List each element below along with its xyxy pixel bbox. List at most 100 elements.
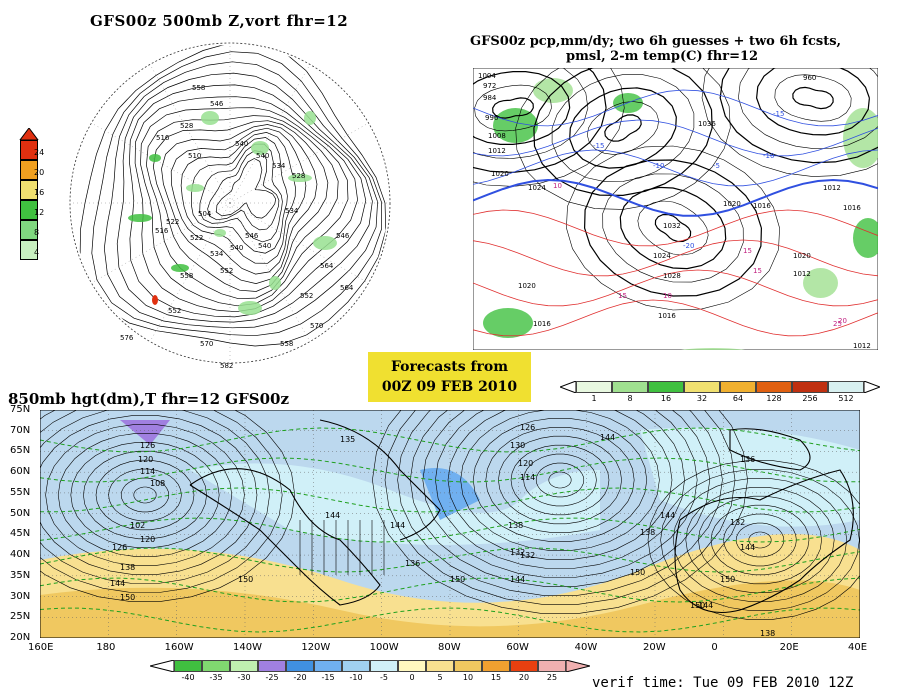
- height-contour: [133, 486, 157, 504]
- coastline: [189, 468, 381, 606]
- forecast-box: Forecasts from 00Z 09 FEB 2010: [368, 352, 531, 402]
- contour-label: 150: [720, 575, 735, 584]
- contour-label: 1024: [653, 252, 671, 260]
- height-contour: [120, 477, 170, 513]
- temperature-line: [473, 149, 878, 187]
- temp-colorbar-label: 10: [462, 673, 474, 682]
- height-contour: [57, 433, 233, 557]
- contour-label: 135: [340, 435, 355, 444]
- height-contour: [161, 124, 318, 284]
- isobar: [583, 159, 762, 297]
- vorticity-blob: [269, 276, 281, 290]
- contour-label: 150: [450, 575, 465, 584]
- temperature-line: [473, 239, 878, 277]
- pcp-colorbar-swatch: [756, 381, 792, 393]
- colorbar-right-arrow-icon: [565, 660, 590, 672]
- contour-label: -5: [713, 162, 720, 170]
- contour-label: 120: [138, 455, 153, 464]
- contour-label: 15: [753, 267, 762, 275]
- coastline: [319, 419, 441, 541]
- contour-label: 546: [336, 232, 350, 240]
- height-contour: [397, 410, 723, 596]
- meridian-line: [229, 202, 311, 342]
- contour-label: 1004: [478, 72, 496, 80]
- contour-label: 552: [168, 307, 181, 315]
- temp-colorbar-swatch: [230, 660, 258, 672]
- pcp-colorbar-swatch: [720, 381, 756, 393]
- contour-label: 144: [600, 433, 615, 442]
- isotherm: [40, 457, 860, 483]
- contour-label: 126: [520, 423, 535, 432]
- temp-colorbar-swatch: [454, 660, 482, 672]
- temp-colorbar-swatch: [174, 660, 202, 672]
- contour-label: 576: [120, 334, 134, 342]
- vorticity-blob: [313, 236, 337, 250]
- panel3-title: 850mb hgt(dm),T fhr=12 GFS00z: [8, 390, 289, 408]
- vorticity-blob: [149, 154, 161, 162]
- height-contour: [447, 410, 673, 560]
- contour-label: 10: [663, 292, 672, 300]
- contour-label: 108: [150, 479, 165, 488]
- contour-label: 150: [630, 568, 645, 577]
- longitude-label: 20W: [643, 642, 666, 653]
- meridian-line: [229, 64, 311, 204]
- colorbar-right-arrow-icon: [863, 381, 880, 393]
- contour-label: 972: [483, 82, 496, 90]
- contour-label: 144: [510, 575, 525, 584]
- latitude-label: 50N: [10, 507, 31, 519]
- height-contour: [40, 410, 270, 584]
- pcp-colorbar-swatch: [576, 381, 612, 393]
- contour-label: 516: [156, 134, 170, 142]
- longitude-label: 60W: [506, 642, 529, 653]
- contour-label: 528: [180, 122, 193, 130]
- isobar: [515, 68, 731, 210]
- cold-region: [120, 420, 170, 445]
- height-contour: [685, 487, 835, 593]
- contour-label: 150: [238, 575, 253, 584]
- height-contour: [207, 150, 280, 231]
- temp-colorbar-label: -5: [380, 673, 388, 682]
- height-contour: [129, 84, 367, 318]
- isobar: [755, 68, 870, 136]
- temp-colorbar-swatch: [258, 660, 286, 672]
- vorticity-blob: [186, 184, 204, 192]
- contour-label: 138: [760, 629, 775, 638]
- height-contour: [735, 522, 785, 558]
- contour-label: 1028: [663, 272, 681, 280]
- colorbar-arrow-icon: [19, 128, 39, 140]
- temp-colorbar-label: -15: [321, 673, 335, 682]
- temp-colorbar-swatch: [426, 660, 454, 672]
- height-contour: [372, 410, 748, 614]
- height-contour: [216, 158, 277, 219]
- contour-label: 102: [130, 521, 145, 530]
- contour-label: 144: [698, 601, 713, 610]
- contour-label: 546: [245, 232, 259, 240]
- contour-label: 510: [188, 152, 201, 160]
- contour-label: 1020: [793, 252, 811, 260]
- temp-colorbar-swatch: [342, 660, 370, 672]
- precip-area: [803, 268, 838, 298]
- isobar: [473, 68, 607, 174]
- coastline: [729, 428, 811, 471]
- height-contour: [83, 450, 207, 540]
- contour-label: 570: [310, 322, 323, 330]
- longitude-label: 40E: [848, 642, 868, 653]
- height-contour: [384, 410, 736, 605]
- isobar: [701, 68, 878, 177]
- contour-label: 1012: [793, 270, 811, 278]
- vort-colorbar-label: 12: [34, 208, 45, 217]
- contour-label: 150: [690, 601, 705, 610]
- colorbar-left-arrow-icon: [150, 660, 175, 672]
- contour-label: 1012: [488, 147, 506, 155]
- height-contour: [672, 478, 848, 602]
- height-contour: [45, 424, 245, 566]
- isobar: [473, 68, 589, 159]
- temp-colorbar-label: 5: [437, 673, 443, 682]
- latitude-label: 65N: [10, 445, 31, 457]
- contour-label: -15: [773, 110, 784, 118]
- latitude-label: 20N: [10, 632, 31, 643]
- height-contour: [152, 120, 329, 292]
- contour-label: 996: [485, 114, 499, 122]
- contour-label: 1016: [533, 320, 551, 328]
- coastline: [674, 469, 854, 614]
